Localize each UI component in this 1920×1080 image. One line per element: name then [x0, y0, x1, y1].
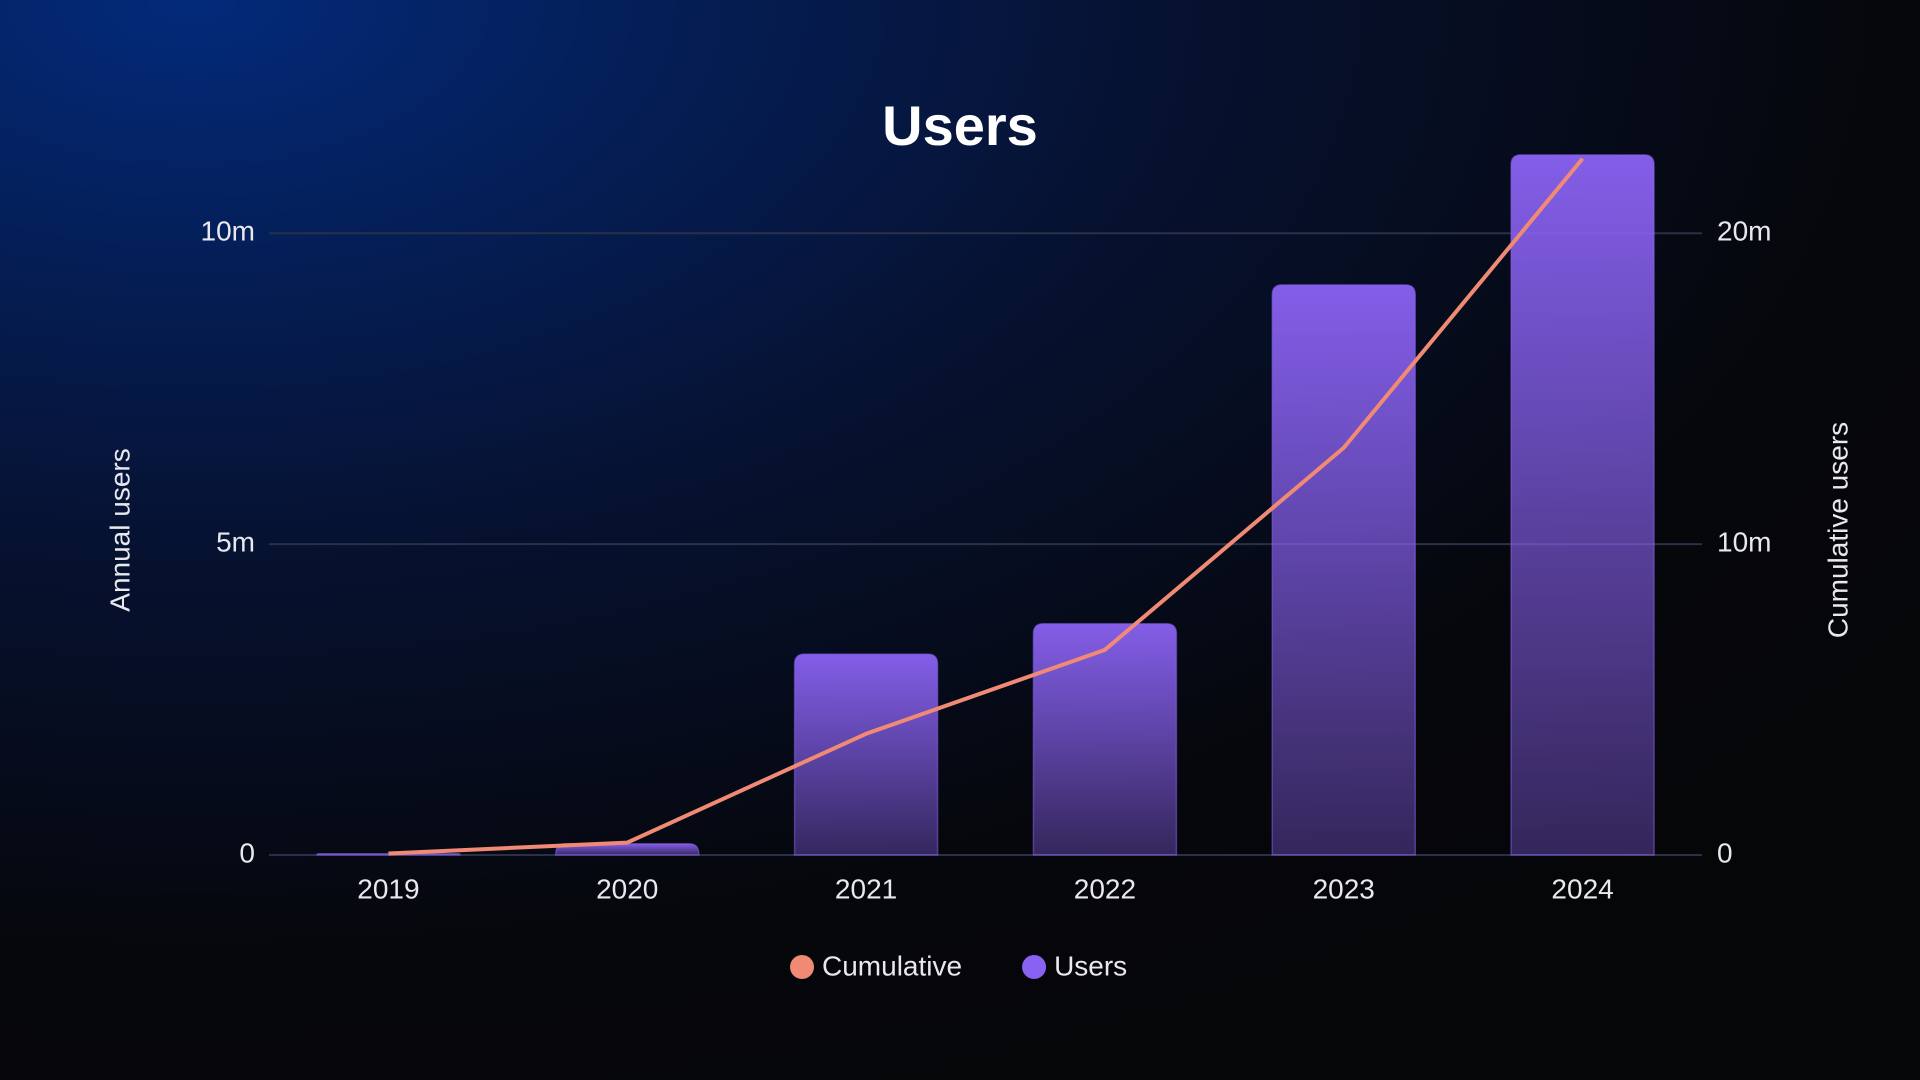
- x-tick-label: 2019: [357, 873, 419, 904]
- bar: [1510, 154, 1655, 856]
- x-tick-label: 2023: [1313, 873, 1375, 904]
- y-tick-label: 10m: [201, 216, 255, 247]
- line: [388, 157, 1585, 856]
- y2-tick-label: 20m: [1717, 216, 1771, 247]
- y-tick-label: 0: [239, 837, 255, 868]
- x-tick-label: 2022: [1074, 873, 1136, 904]
- y2-axis-label: Cumulative users: [1822, 422, 1853, 638]
- y-tick-label: 5m: [216, 527, 255, 558]
- legend-swatch: [1022, 955, 1047, 979]
- y2-tick-label: 10m: [1717, 527, 1771, 558]
- legend-label: Cumulative: [822, 950, 962, 981]
- bar: [316, 853, 461, 856]
- bar: [793, 653, 939, 856]
- legend-label: Users: [1054, 950, 1127, 981]
- bar: [1271, 284, 1416, 856]
- y2-tick-label: 0: [1717, 837, 1733, 868]
- chart-title: Users: [882, 94, 1038, 157]
- x-tick-label: 2024: [1551, 873, 1613, 904]
- x-tick-label: 2021: [835, 873, 897, 904]
- bar: [555, 843, 700, 856]
- x-tick-label: 2020: [596, 873, 658, 904]
- bar: [1032, 622, 1178, 856]
- legend-swatch: [790, 955, 814, 979]
- y-axis-label: Annual users: [104, 448, 135, 611]
